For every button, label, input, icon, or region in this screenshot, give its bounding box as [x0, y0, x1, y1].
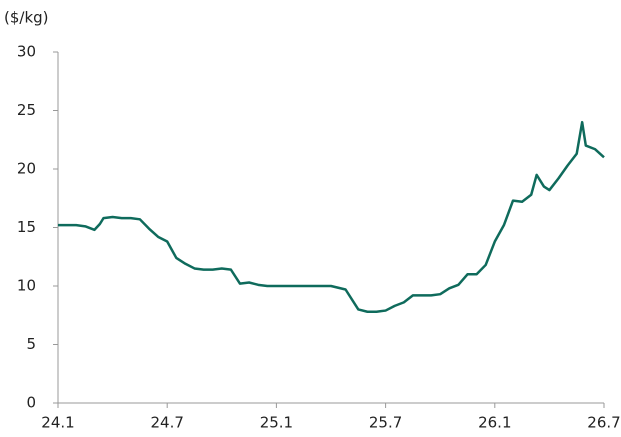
- x-tick-label: 26.7: [587, 414, 620, 432]
- y-axis-label: ($/kg): [4, 9, 49, 27]
- x-tick-label: 25.7: [369, 414, 402, 432]
- x-tick-label: 25.1: [260, 414, 293, 432]
- y-tick-label: 20: [17, 160, 36, 178]
- y-tick-label: 15: [17, 218, 36, 236]
- x-tick-label: 24.1: [41, 414, 74, 432]
- y-tick-label: 10: [17, 277, 36, 295]
- line: [58, 120, 605, 313]
- x-tick-label: 24.7: [150, 414, 183, 432]
- y-tick-label: 5: [26, 335, 36, 353]
- y-tick-label: 25: [17, 101, 36, 119]
- x-tick-label: 26.1: [478, 414, 511, 432]
- y-tick-label: 30: [17, 43, 36, 61]
- y-tick-label: 0: [26, 394, 36, 412]
